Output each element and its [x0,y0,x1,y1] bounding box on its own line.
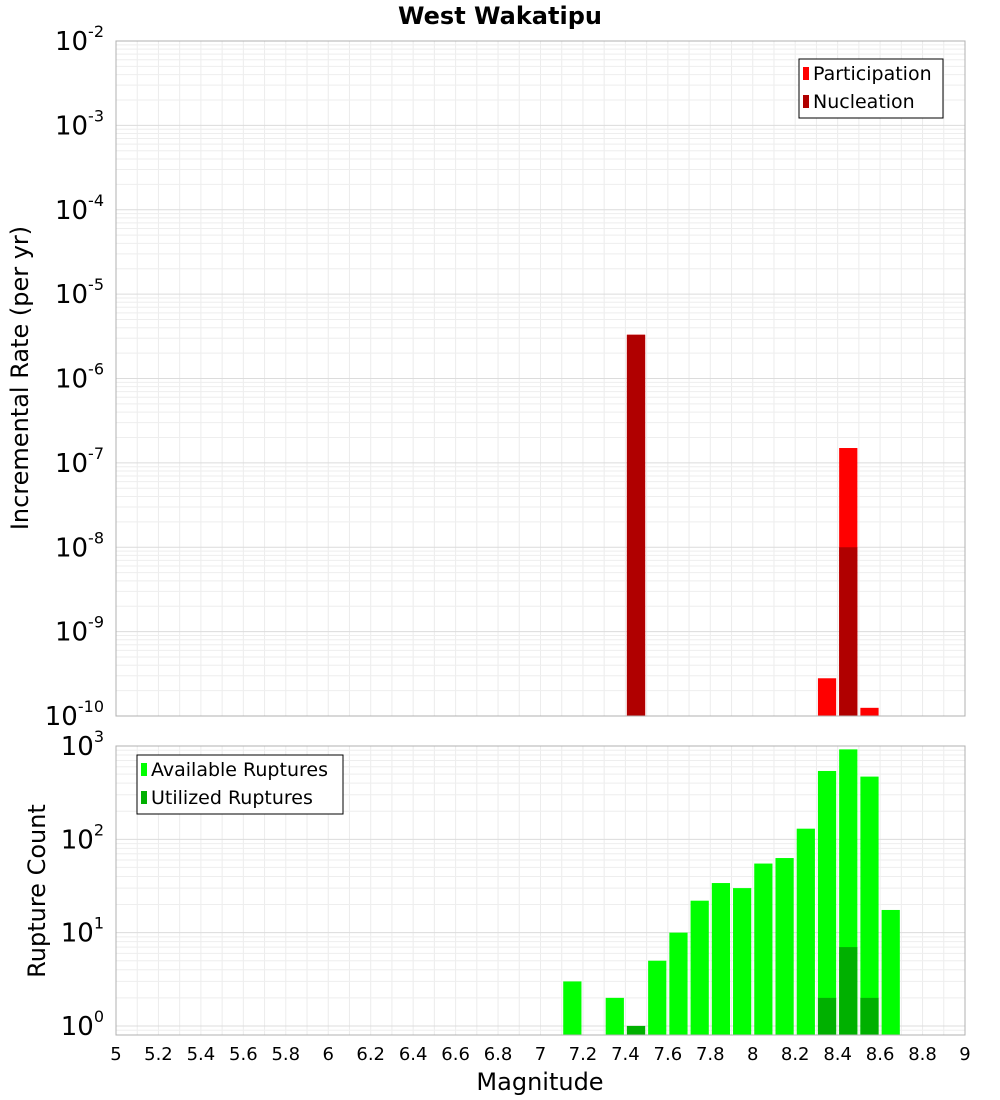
magnitude-x-tick-label: 5.8 [271,1044,300,1065]
rupture-y-tick-label: 102 [61,820,104,855]
legend-participation-label: Participation [813,63,932,85]
rate-bar-participation [817,678,837,716]
magnitude-x-tick-label: 5.2 [144,1044,173,1065]
magnitude-x-tick-label: 6.8 [484,1044,513,1065]
magnitude-x-tick-label: 8 [747,1044,758,1065]
legend-nucleation-swatch [803,95,809,108]
rupture-bar-available-ruptures [881,909,900,1035]
legend-participation-swatch [803,67,809,80]
rate-y-tick-label: 10-2 [55,22,104,57]
rupture-bar-available-ruptures [775,858,794,1035]
rupture-bar-utilized-ruptures [860,997,879,1035]
legend-available-swatch [141,763,147,776]
magnitude-x-tick-label: 8.8 [908,1044,937,1065]
rate-bar-nucleation [839,547,858,716]
magnitude-x-tick-label: 8.2 [781,1044,810,1065]
rate-y-tick-label: 10-7 [55,444,104,479]
rupture-bars [563,749,900,1035]
rupture-legend: Available Ruptures Utilized Ruptures [136,754,344,815]
chart-title: West Wakatipu [398,2,602,30]
rate-plot-border [115,40,966,717]
rate-y-ticks: 10-2 10-3 10-4 10-5 10-6 10-7 10-8 10-9 10-10 [45,22,104,732]
rupture-bar-available-ruptures [648,960,667,1035]
rupture-y-ticks: 103 102 101 100 [61,727,104,1042]
rate-bars [626,334,879,716]
legend-utilized-label: Utilized Ruptures [151,787,313,809]
rupture-bar-available-ruptures [860,776,879,1035]
magnitude-x-tick-label: 5.6 [229,1044,258,1065]
magnitude-x-axis-label: Magnitude [476,1068,603,1096]
rupture-plot-border [115,745,966,1036]
magnitude-x-tick-label: 6.6 [441,1044,470,1065]
legend-available-label: Available Ruptures [151,759,328,781]
magnitude-x-tick-label: 5.4 [187,1044,216,1065]
rate-legend: Participation Nucleation [798,58,944,119]
rupture-bar-available-ruptures [605,997,624,1035]
magnitude-x-tick-label: 7.2 [569,1044,598,1065]
legend-utilized-swatch [141,791,147,804]
magnitude-x-tick-label: 8.6 [866,1044,895,1065]
legend-nucleation-label: Nucleation [813,91,915,113]
rate-grid [115,41,966,717]
rupture-y-tick-label: 100 [61,1007,104,1042]
rate-bar-participation [860,707,879,716]
rupture-y-tick-label: 103 [61,727,104,762]
magnitude-x-tick-label: 9 [959,1044,970,1065]
rupture-bar-utilized-ruptures [626,1025,646,1035]
magnitude-x-tick-label: 7.4 [611,1044,640,1065]
magnitude-x-tick-label: 5 [110,1044,121,1065]
rate-bar-nucleation [626,334,646,716]
magnitude-x-tick-label: 8.4 [823,1044,852,1065]
rate-y-tick-label: 10-4 [55,191,104,226]
magnitude-x-tick-label: 7.6 [654,1044,683,1065]
rupture-bar-utilized-ruptures [839,947,858,1035]
rupture-bar-available-ruptures [796,828,815,1035]
rate-y-tick-label: 10-10 [45,697,104,732]
rupture-y-axis-label: Rupture Count [23,804,51,978]
rupture-bar-available-ruptures [711,883,731,1035]
rupture-bar-available-ruptures [669,932,688,1035]
magnitude-x-ticks: 5 5.2 5.4 5.6 5.8 6 6.2 6.4 6.6 6.8 7 7.2 7.4 7.6 7.8 8… [110,1044,970,1065]
rupture-bar-available-ruptures [690,900,709,1035]
rupture-bar-available-ruptures [733,888,752,1035]
rate-y-tick-label: 10-8 [55,528,104,563]
rupture-bar-available-ruptures [563,981,582,1035]
rate-y-tick-label: 10-6 [55,360,104,395]
magnitude-x-tick-label: 7.8 [696,1044,725,1065]
rupture-legend-box [136,754,344,815]
magnitude-x-tick-label: 7 [535,1044,546,1065]
rate-panel: 10-2 10-3 10-4 10-5 10-6 10-7 10-8 10-9 10-10 In… [6,22,966,732]
rate-legend-box [798,58,944,119]
rate-y-tick-label: 10-9 [55,613,104,648]
rate-y-axis-label: Incremental Rate (per yr) [6,226,34,530]
rupture-bar-available-ruptures [754,863,773,1035]
rupture-y-tick-label: 101 [61,914,104,949]
rate-y-tick-label: 10-5 [55,275,104,310]
rupture-count-panel: 103 102 101 100 5 5.2 5.4 5.6 5.8 6 6.2 6.4 6.6 6.8 7… [23,727,971,1096]
rupture-bar-utilized-ruptures [817,997,837,1035]
magnitude-x-tick-label: 6.2 [356,1044,385,1065]
rate-y-tick-label: 10-3 [55,106,104,141]
magnitude-x-tick-label: 6.4 [399,1044,428,1065]
rupture-bar-available-ruptures [817,770,837,1035]
magnitude-x-tick-label: 6 [323,1044,334,1065]
